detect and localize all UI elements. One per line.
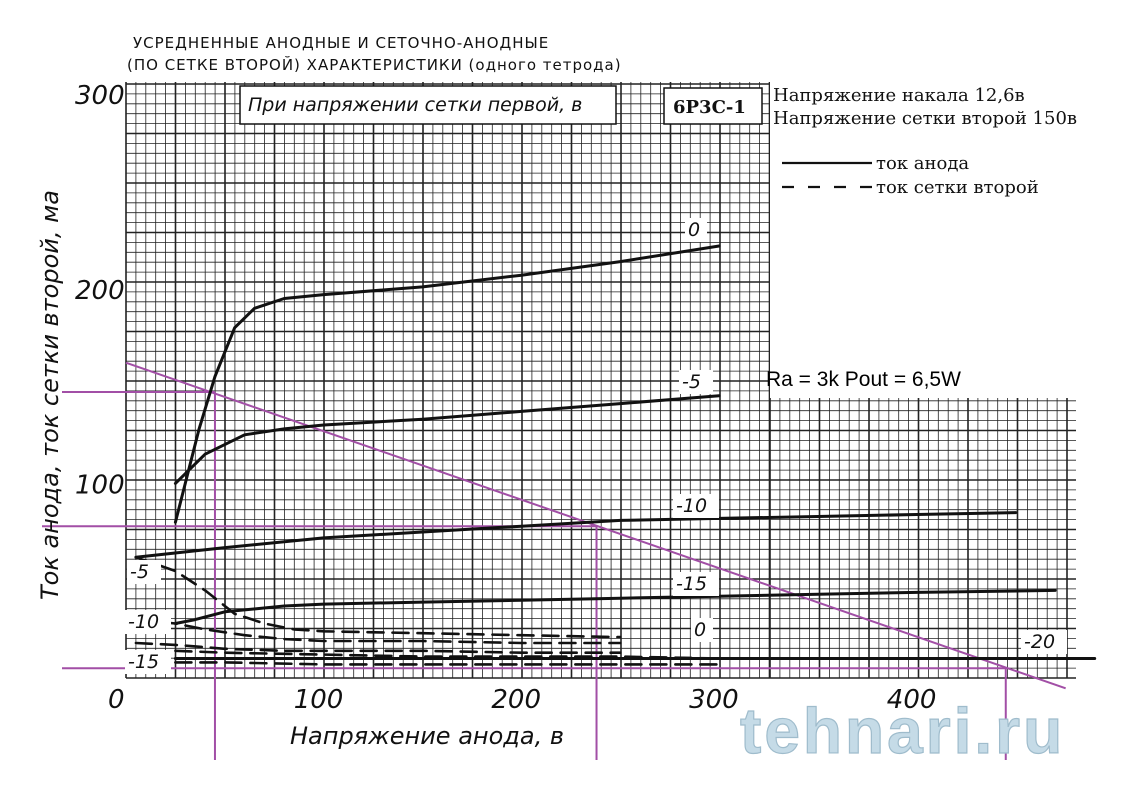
curve-label-bg	[127, 560, 161, 584]
screen-current-curve-m5	[134, 555, 622, 639]
anode-current-curve-m5	[173, 394, 721, 485]
curve-label-bg	[125, 610, 171, 634]
curve-label-bg	[685, 218, 707, 242]
watermark: tehnari.ru	[740, 695, 1065, 767]
curve-label-screen: -15	[128, 651, 159, 673]
x-tick-label: 100	[294, 685, 344, 715]
curve-label-screen: 0	[694, 619, 706, 641]
anode-current-curve-m15	[173, 588, 1057, 625]
chart-title-line1: УСРЕДНЕННЫЕ АНОДНЫЕ И СЕТОЧНО-АНОДНЫЕ	[133, 34, 549, 52]
tube-name-box	[663, 87, 763, 125]
filament-voltage: Напряжение накала 12,6в	[773, 85, 1025, 106]
x-tick-label: 300	[689, 685, 739, 715]
legend-solid-label: ток анода	[876, 153, 969, 174]
anode-current-curve-m10	[134, 511, 1018, 559]
curve-label-anode: -10	[676, 495, 707, 517]
x-tick-label: 0	[108, 685, 125, 715]
info-panel	[770, 80, 1142, 398]
grid1-voltage-note: При напряжении сетки первой, в	[248, 94, 582, 116]
curve-label-bg	[673, 572, 719, 596]
curve-label-anode: -20	[1024, 631, 1055, 653]
curve-label-anode: -15	[676, 573, 707, 595]
curve-label-bg	[125, 650, 171, 674]
axis-ticks: 0 100 200 300 400 100 200 300	[75, 81, 936, 715]
load-line-label: Ra = 3k Pout = 6,5W	[766, 368, 961, 391]
curve-label-screen: -5	[130, 561, 149, 583]
curve-label-bg	[673, 494, 719, 518]
curve-label-anode: -5	[682, 371, 701, 393]
y-tick-label: 200	[75, 276, 125, 306]
screen-current-curve-m20	[174, 661, 721, 666]
grid	[125, 82, 1076, 679]
curve-label-bg	[691, 618, 713, 642]
legend-dashed-label: ток сетки второй	[876, 177, 1039, 198]
y-tick-label: 100	[75, 470, 125, 500]
curve-label-bg	[1021, 630, 1067, 654]
y-tick-label: 300	[75, 81, 125, 111]
curve-label-bg	[679, 370, 713, 394]
screen-voltage: Напряжение сетки второй 150в	[773, 108, 1077, 129]
x-tick-label: 200	[491, 685, 541, 715]
x-axis-title: Напряжение анода, в	[290, 722, 564, 750]
tube-name: 6Р3С-1	[673, 97, 746, 118]
screen-current-curve-m10	[134, 618, 622, 645]
curve-label-screen: -10	[128, 611, 159, 633]
curve-label-anode: 0	[688, 219, 700, 241]
curves: 0 -5 -10 -15 -20 -5 -10 -15 0	[125, 218, 1097, 674]
chart-title-line2: (ПО СЕТКЕ ВТОРОЙ) ХАРАКТЕРИСТИКИ (одного…	[127, 55, 622, 74]
grid1-voltage-box	[239, 85, 617, 125]
anode-current-curve-0	[173, 244, 721, 524]
y-axis-title: Ток анода, ток сетки второй, ма	[36, 190, 64, 600]
screen-current-curve-0	[174, 649, 721, 660]
x-tick-label: 400	[887, 685, 937, 715]
